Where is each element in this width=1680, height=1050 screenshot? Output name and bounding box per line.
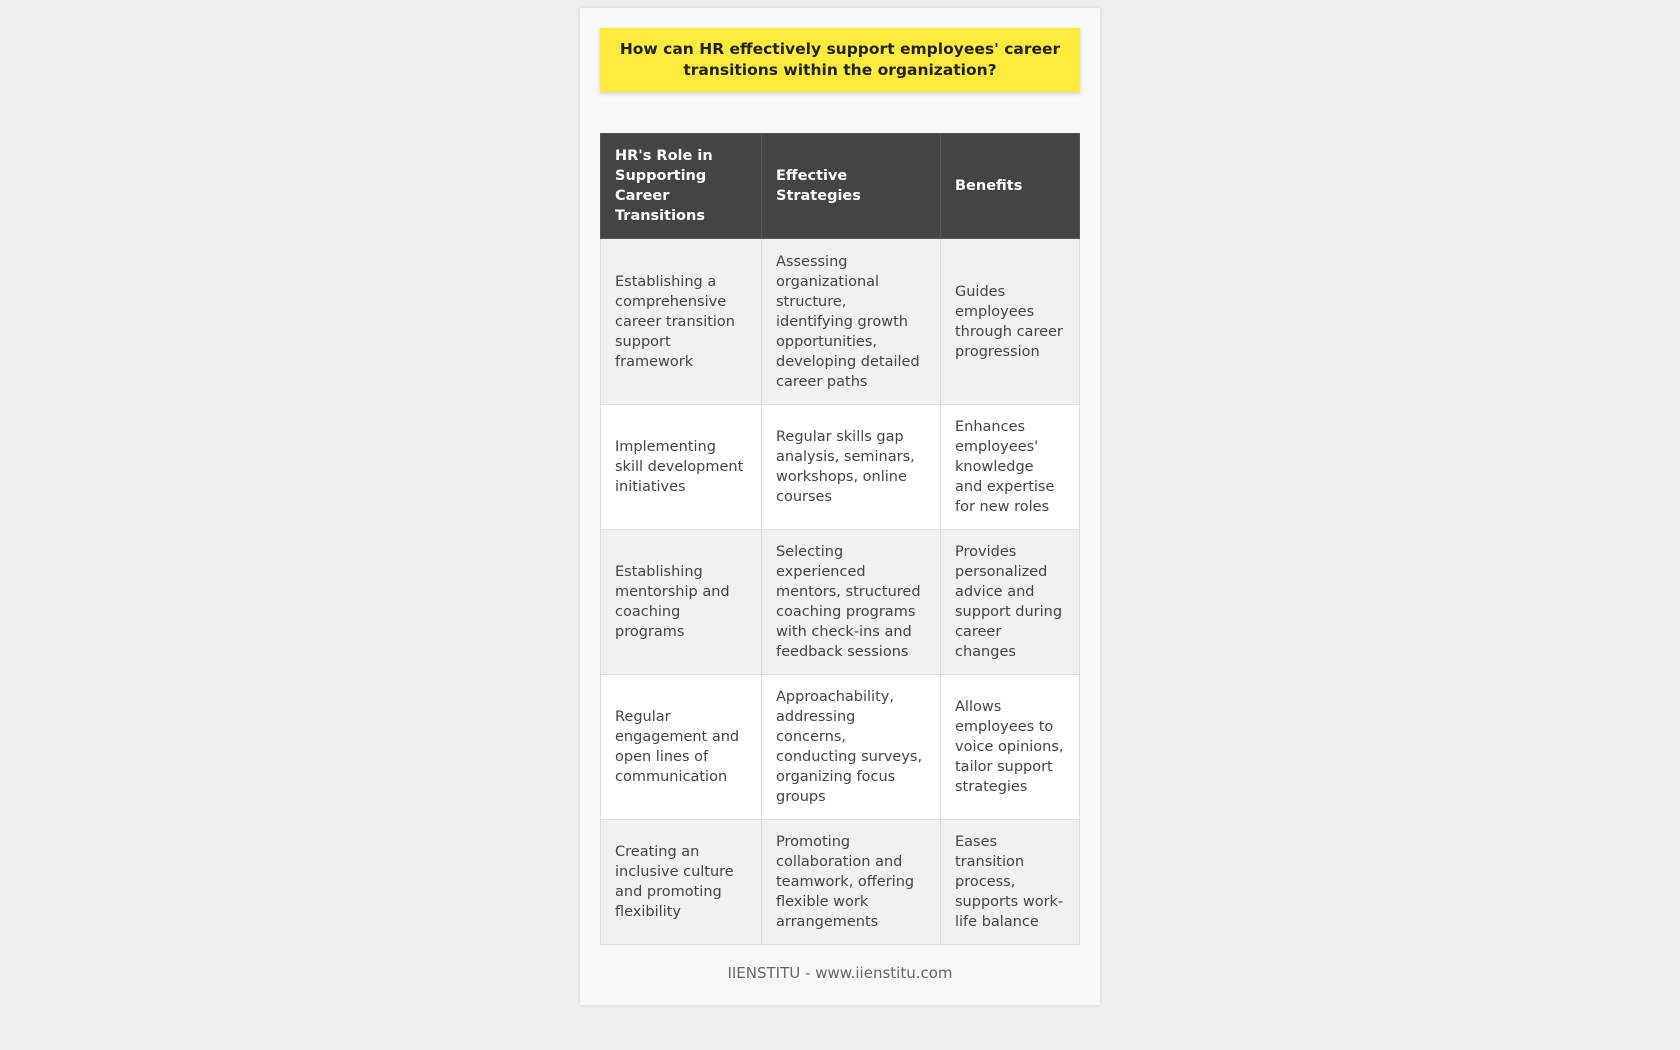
cell-benefits: Enhances employees' knowledge and expert…	[940, 404, 1080, 530]
cell-strategies: Approachability, addressing concerns, co…	[761, 674, 941, 820]
table-header-row: HR's Role in Supporting Career Transitio…	[600, 133, 1080, 239]
table-row: Establishing a comprehensive career tran…	[600, 238, 1080, 405]
cell-benefits: Provides personalized advice and support…	[940, 529, 1080, 675]
table-row: Regular engagement and open lines of com…	[600, 674, 1080, 820]
cell-role: Establishing a comprehensive career tran…	[600, 238, 762, 405]
cell-benefits: Allows employees to voice opinions, tail…	[940, 674, 1080, 820]
column-header-benefits: Benefits	[940, 133, 1080, 239]
table-row: Establishing mentorship and coaching pro…	[600, 529, 1080, 675]
strategies-table: HR's Role in Supporting Career Transitio…	[600, 133, 1080, 945]
table-row: Creating an inclusive culture and promot…	[600, 819, 1080, 945]
column-header-role: HR's Role in Supporting Career Transitio…	[600, 133, 762, 239]
cell-benefits: Eases transition process, supports work-…	[940, 819, 1080, 945]
table-row: Implementing skill development initiativ…	[600, 404, 1080, 530]
cell-role: Establishing mentorship and coaching pro…	[600, 529, 762, 675]
cell-strategies: Assessing organizational structure, iden…	[761, 238, 941, 405]
cell-role: Implementing skill development initiativ…	[600, 404, 762, 530]
footer-credit: IIENSTITU - www.iienstitu.com	[727, 964, 953, 982]
cell-role: Regular engagement and open lines of com…	[600, 674, 762, 820]
content-card: How can HR effectively support employees…	[580, 8, 1100, 1005]
cell-role: Creating an inclusive culture and promot…	[600, 819, 762, 945]
cell-strategies: Selecting experienced mentors, structure…	[761, 529, 941, 675]
cell-strategies: Regular skills gap analysis, seminars, w…	[761, 404, 941, 530]
cell-strategies: Promoting collaboration and teamwork, of…	[761, 819, 941, 945]
column-header-strategies: Effective Strategies	[761, 133, 941, 239]
cell-benefits: Guides employees through career progress…	[940, 238, 1080, 405]
page-title: How can HR effectively support employees…	[600, 28, 1080, 92]
